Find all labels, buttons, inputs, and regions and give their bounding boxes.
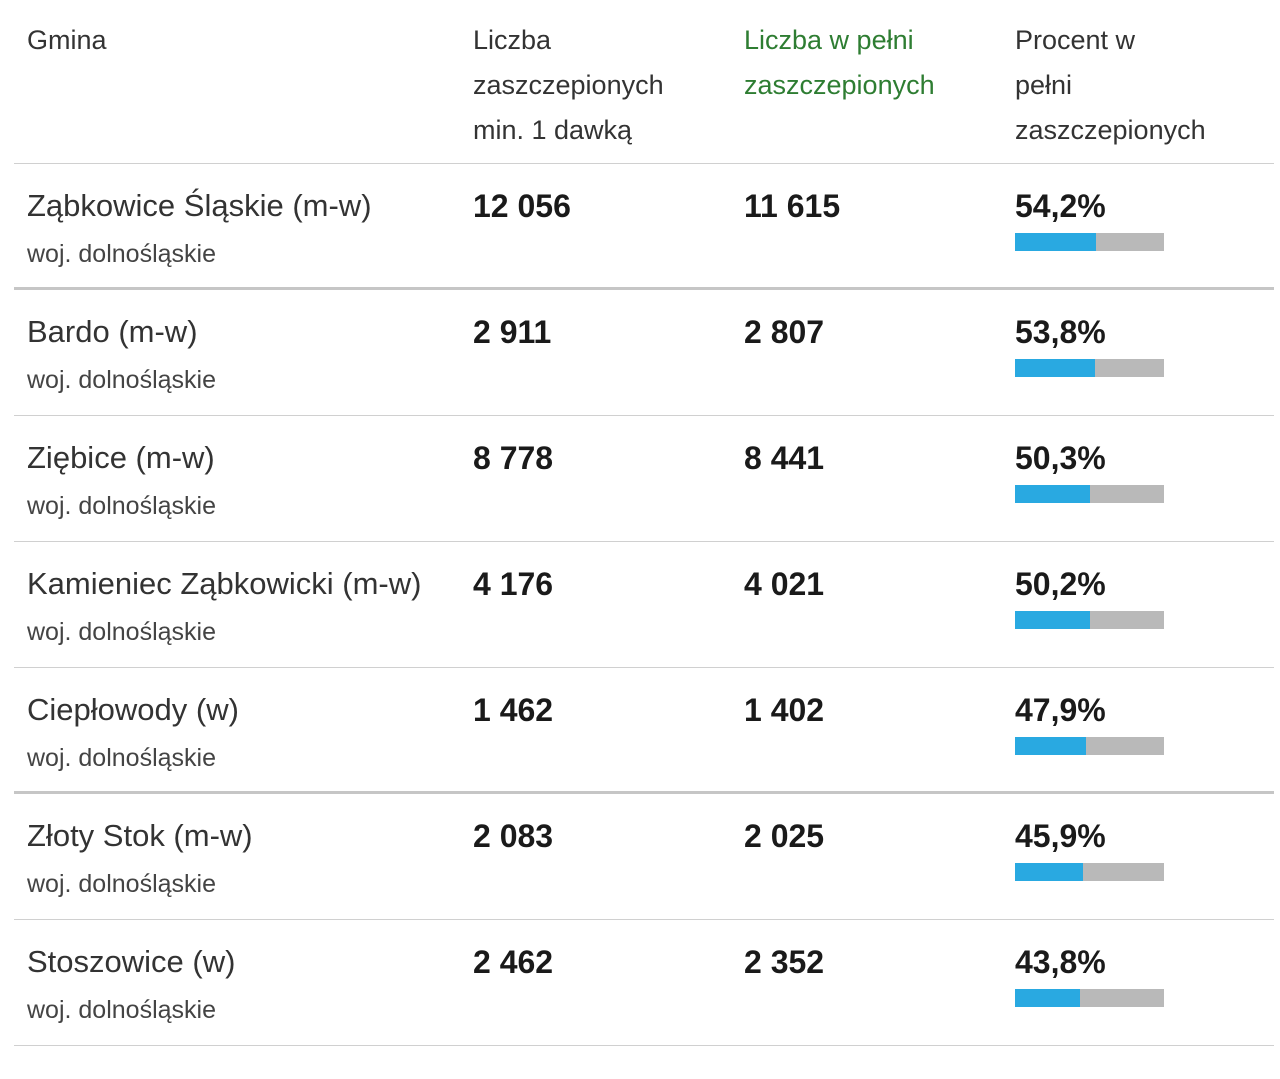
table-row: Ziębice (m-w) woj. dolnośląskie 8 778 8 …: [14, 416, 1274, 542]
one-dose-count: 4 176: [473, 566, 554, 602]
percent-value: 43,8%: [1015, 944, 1106, 980]
percent-bar: [1015, 233, 1164, 251]
one-dose-count: 1 462: [473, 692, 554, 728]
gmina-name: Ząbkowice Śląskie (m-w): [27, 188, 372, 223]
header-fully-vaccinated[interactable]: Liczba w pełni zaszczepionych: [744, 18, 994, 108]
one-dose-count: 2 083: [473, 818, 554, 854]
gmina-region: woj. dolnośląskie: [27, 366, 216, 394]
percent-bar-fill: [1015, 233, 1096, 251]
one-dose-count: 8 778: [473, 440, 554, 476]
table-row: Ciepłowody (w) woj. dolnośląskie 1 462 1…: [14, 668, 1274, 794]
fully-vaccinated-count: 2 025: [744, 818, 825, 854]
percent-value: 45,9%: [1015, 818, 1106, 854]
percent-value: 54,2%: [1015, 188, 1106, 224]
percent-value: 50,2%: [1015, 566, 1106, 602]
percent-value: 47,9%: [1015, 692, 1106, 728]
table-row: Bardo (m-w) woj. dolnośląskie 2 911 2 80…: [14, 290, 1274, 416]
fully-vaccinated-count: 2 352: [744, 944, 825, 980]
gmina-region: woj. dolnośląskie: [27, 240, 216, 268]
percent-bar-fill: [1015, 989, 1081, 1007]
table-row: Złoty Stok (m-w) woj. dolnośląskie 2 083…: [14, 794, 1274, 920]
header-percent-line-2: pełni: [1015, 70, 1073, 100]
table-row: Stoszowice (w) woj. dolnośląskie 2 462 2…: [14, 920, 1274, 1046]
header-one-dose-line-1: Liczba: [473, 25, 552, 55]
header-one-dose[interactable]: Liczba zaszczepionych min. 1 dawką: [473, 18, 723, 153]
percent-bar: [1015, 611, 1164, 629]
percent-bar: [1015, 359, 1164, 377]
one-dose-count: 2 911: [473, 314, 552, 350]
header-percent-line-1: Procent w: [1015, 25, 1136, 55]
gmina-name: Stoszowice (w): [27, 944, 236, 979]
fully-vaccinated-count: 8 441: [744, 440, 825, 476]
header-one-dose-line-3: min. 1 dawką: [473, 115, 633, 145]
one-dose-count: 2 462: [473, 944, 554, 980]
gmina-name: Bardo (m-w): [27, 314, 198, 349]
percent-bar-fill: [1015, 485, 1090, 503]
header-percent-line-3: zaszczepionych: [1015, 115, 1206, 145]
percent-bar: [1015, 863, 1164, 881]
header-fully-line-2: zaszczepionych: [744, 70, 935, 100]
gmina-region: woj. dolnośląskie: [27, 618, 216, 646]
gmina-name: Kamieniec Ząbkowicki (m-w): [27, 566, 422, 601]
gmina-region: woj. dolnośląskie: [27, 492, 216, 520]
percent-value: 50,3%: [1015, 440, 1106, 476]
header-gmina-label: Gmina: [27, 25, 107, 55]
table-row: Ząbkowice Śląskie (m-w) woj. dolnośląski…: [14, 164, 1274, 290]
gmina-region: woj. dolnośląskie: [27, 744, 216, 772]
gmina-region: woj. dolnośląskie: [27, 870, 216, 898]
fully-vaccinated-count: 2 807: [744, 314, 825, 350]
percent-bar-fill: [1015, 737, 1087, 755]
percent-bar-fill: [1015, 359, 1096, 377]
gmina-name: Ziębice (m-w): [27, 440, 215, 475]
header-gmina[interactable]: Gmina: [27, 18, 447, 63]
percent-bar-fill: [1015, 611, 1090, 629]
gmina-region: woj. dolnośląskie: [27, 996, 216, 1024]
fully-vaccinated-count: 4 021: [744, 566, 825, 602]
one-dose-count: 12 056: [473, 188, 571, 224]
percent-bar-fill: [1015, 863, 1084, 881]
table-header: Gmina Liczba zaszczepionych min. 1 dawką…: [14, 0, 1274, 164]
percent-bar: [1015, 737, 1164, 755]
header-fully-line-1: Liczba w pełni: [744, 25, 914, 55]
percent-value: 53,8%: [1015, 314, 1106, 350]
fully-vaccinated-count: 1 402: [744, 692, 825, 728]
fully-vaccinated-count: 11 615: [744, 188, 841, 224]
gmina-name: Złoty Stok (m-w): [27, 818, 253, 853]
header-percent[interactable]: Procent w pełni zaszczepionych: [1015, 18, 1255, 153]
header-one-dose-line-2: zaszczepionych: [473, 70, 664, 100]
percent-bar: [1015, 989, 1164, 1007]
table-row: Kamieniec Ząbkowicki (m-w) woj. dolnoślą…: [14, 542, 1274, 668]
gmina-name: Ciepłowody (w): [27, 692, 239, 727]
percent-bar: [1015, 485, 1164, 503]
vaccination-table: Gmina Liczba zaszczepionych min. 1 dawką…: [14, 0, 1274, 1046]
